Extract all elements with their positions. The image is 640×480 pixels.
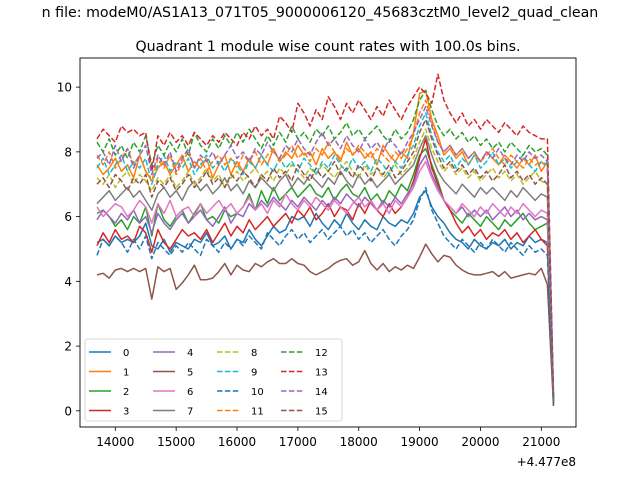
series-line-7 [96, 134, 555, 402]
x-offset-label: +4.477e8 [517, 455, 576, 469]
chart-title: Quadrant 1 module wise count rates with … [135, 39, 520, 55]
series-layer [96, 73, 555, 407]
series-line-6 [96, 160, 555, 402]
y-axis: 0 2 4 6 8 10 [57, 81, 80, 418]
legend-label-5: 5 [187, 368, 193, 379]
y-tick-label: 8 [64, 145, 72, 159]
legend-label-15: 15 [315, 407, 328, 418]
series-line-12 [96, 89, 555, 397]
x-tick-label: 19000 [400, 435, 438, 449]
series-line-4 [96, 154, 555, 402]
series-line-10 [96, 186, 555, 405]
legend-label-8: 8 [251, 348, 257, 359]
series-line-2 [96, 147, 555, 405]
legend-label-6: 6 [187, 387, 193, 398]
x-tick-label: 14000 [96, 435, 134, 449]
series-line-14 [96, 105, 555, 398]
series-line-15 [96, 118, 555, 400]
legend-label-9: 9 [251, 368, 257, 379]
series-line-8 [96, 128, 555, 400]
y-tick-label: 10 [57, 81, 72, 95]
axes-frame [79, 57, 577, 428]
legend-label-4: 4 [187, 348, 193, 359]
y-tick-label: 0 [64, 404, 72, 418]
legend-label-11: 11 [251, 407, 264, 418]
x-tick-label: 16000 [218, 435, 256, 449]
legend-label-14: 14 [315, 387, 328, 398]
y-tick-label: 4 [64, 275, 72, 289]
legend-label-1: 1 [123, 368, 129, 379]
legend-box [84, 338, 343, 422]
y-tick-label: 2 [64, 340, 72, 354]
series-line-0 [96, 189, 555, 402]
series-line-13 [96, 73, 555, 395]
legend-label-3: 3 [123, 407, 129, 418]
x-tick-label: 18000 [340, 435, 378, 449]
legend-label-13: 13 [315, 368, 328, 379]
legend-label-10: 10 [251, 387, 264, 398]
x-tick-label: 15000 [157, 435, 195, 449]
legend-label-7: 7 [187, 407, 193, 418]
x-axis: 14000 15000 16000 17000 18000 19000 20000 21000 [96, 427, 560, 449]
y-tick-label: 6 [64, 210, 72, 224]
x-tick-label: 17000 [279, 435, 317, 449]
figure-suptitle: n file: modeM0/AS1A13_071T05_9000006120_… [42, 5, 599, 21]
x-tick-label: 21000 [522, 435, 560, 449]
legend-label-2: 2 [123, 387, 129, 398]
series-line-3 [96, 138, 555, 405]
series-line-1 [96, 89, 555, 398]
x-tick-label: 20000 [461, 435, 499, 449]
series-line-11 [96, 99, 555, 398]
legend-label-12: 12 [315, 348, 328, 359]
legend-label-0: 0 [123, 348, 129, 359]
series-line-5 [96, 243, 555, 407]
